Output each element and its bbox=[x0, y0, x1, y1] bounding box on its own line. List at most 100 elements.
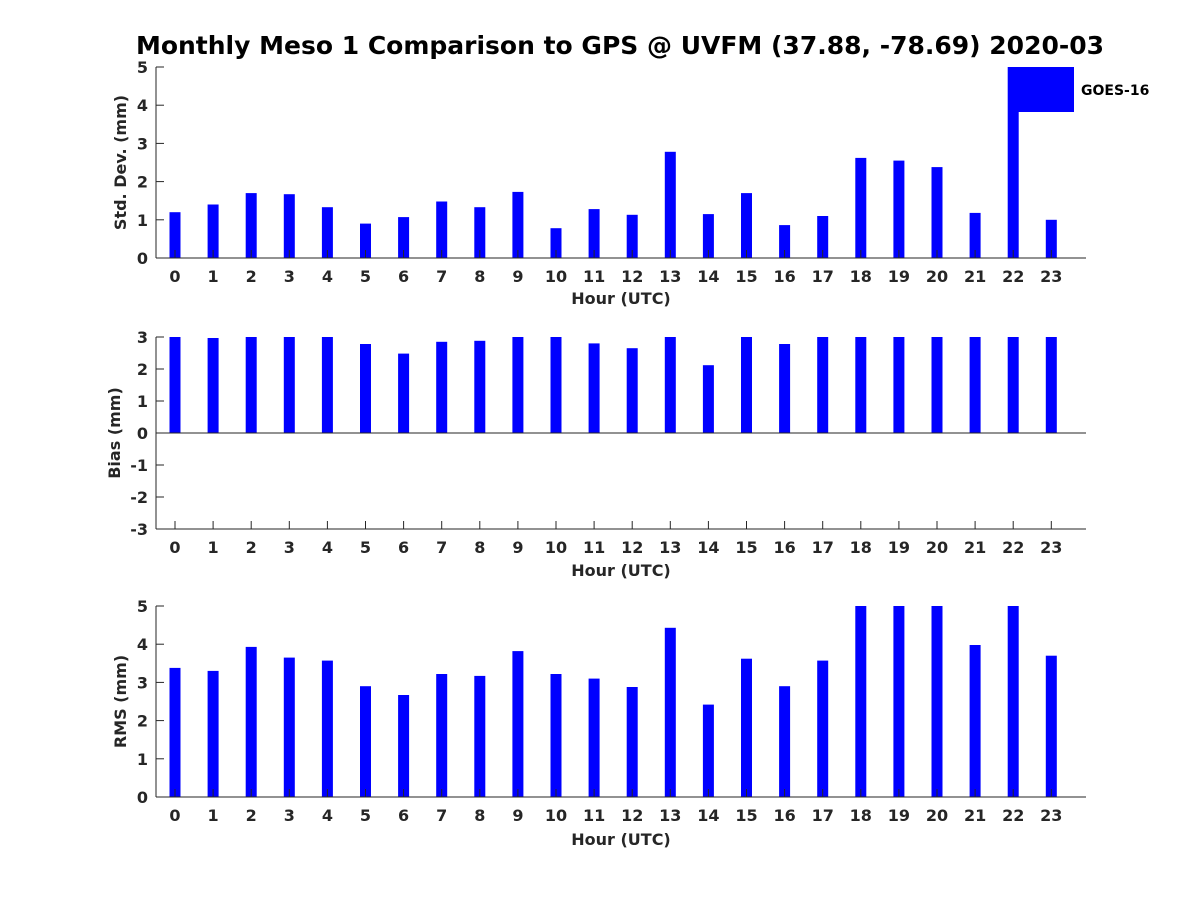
x-tick-label: 23 bbox=[1040, 267, 1062, 286]
y-axis-label: Std. Dev. (mm) bbox=[111, 95, 130, 230]
bar-std-dev-hour-8 bbox=[474, 207, 486, 258]
x-tick-label: 16 bbox=[773, 538, 795, 557]
x-tick-label: 6 bbox=[398, 538, 409, 557]
x-tick-label: 14 bbox=[697, 267, 719, 286]
bar-std-dev-hour-9 bbox=[512, 191, 524, 258]
bar-rms-hour-17 bbox=[817, 660, 829, 797]
x-tick-label: 18 bbox=[850, 538, 872, 557]
x-tick-label: 16 bbox=[773, 267, 795, 286]
x-tick-label: 9 bbox=[512, 806, 523, 825]
bar-bias-hour-9 bbox=[512, 337, 524, 433]
x-tick-label: 14 bbox=[697, 538, 719, 557]
bar-bias-hour-23 bbox=[1045, 337, 1057, 433]
y-tick-label: 3 bbox=[137, 328, 148, 347]
x-tick-label: 17 bbox=[812, 806, 834, 825]
y-axis-label: Bias (mm) bbox=[105, 387, 124, 479]
x-tick-label: 9 bbox=[512, 267, 523, 286]
x-tick-label: 13 bbox=[659, 267, 681, 286]
x-tick-label: 0 bbox=[169, 267, 180, 286]
bar-bias-hour-11 bbox=[588, 343, 600, 433]
bar-std-dev-hour-0 bbox=[169, 212, 181, 258]
x-tick-label: 23 bbox=[1040, 538, 1062, 557]
x-tick-label: 21 bbox=[964, 267, 986, 286]
x-tick-label: 8 bbox=[474, 267, 485, 286]
x-tick-label: 8 bbox=[474, 806, 485, 825]
bar-std-dev-hour-6 bbox=[398, 217, 410, 258]
x-tick-label: 20 bbox=[926, 538, 948, 557]
chart-title: Monthly Meso 1 Comparison to GPS @ UVFM … bbox=[136, 31, 1104, 60]
x-axis-label: Hour (UTC) bbox=[571, 289, 671, 308]
x-tick-label: 3 bbox=[284, 806, 295, 825]
bar-rms-hour-23 bbox=[1045, 655, 1057, 797]
x-tick-label: 4 bbox=[322, 538, 333, 557]
x-tick-label: 17 bbox=[812, 267, 834, 286]
x-tick-label: 12 bbox=[621, 806, 643, 825]
bar-rms-hour-8 bbox=[474, 675, 486, 797]
bar-rms-hour-15 bbox=[741, 658, 752, 797]
y-tick-label: 5 bbox=[137, 597, 148, 616]
legend-label: GOES-16 bbox=[1081, 83, 1149, 99]
bar-bias-hour-12 bbox=[626, 348, 638, 433]
y-tick-label: 5 bbox=[137, 58, 148, 77]
x-tick-label: 23 bbox=[1040, 806, 1062, 825]
x-tick-label: 7 bbox=[436, 538, 447, 557]
y-tick-label: 2 bbox=[137, 173, 148, 192]
bar-std-dev-hour-5 bbox=[360, 223, 371, 258]
bar-bias-hour-16 bbox=[779, 344, 791, 433]
x-tick-label: 14 bbox=[697, 806, 719, 825]
bar-bias-hour-13 bbox=[664, 337, 676, 433]
bar-std-dev-hour-22 bbox=[1007, 67, 1019, 258]
y-tick-label: 4 bbox=[137, 635, 148, 654]
y-tick-label: -3 bbox=[130, 520, 148, 539]
bar-rms-hour-22 bbox=[1007, 606, 1019, 797]
x-tick-label: 9 bbox=[512, 538, 523, 557]
x-tick-label: 2 bbox=[246, 806, 257, 825]
legend: GOES-16 bbox=[1009, 67, 1149, 112]
bar-rms-hour-21 bbox=[969, 645, 981, 797]
bar-std-dev-hour-11 bbox=[588, 209, 600, 258]
x-tick-label: 12 bbox=[621, 538, 643, 557]
bar-std-dev-hour-20 bbox=[931, 167, 943, 258]
x-tick-label: 7 bbox=[436, 267, 447, 286]
x-tick-label: 18 bbox=[850, 267, 872, 286]
bar-rms-hour-3 bbox=[283, 657, 295, 797]
bar-bias-hour-18 bbox=[855, 337, 867, 433]
bar-rms-hour-19 bbox=[893, 606, 905, 797]
bar-rms-hour-11 bbox=[588, 678, 600, 797]
y-tick-label: 1 bbox=[137, 750, 148, 769]
bar-std-dev-hour-12 bbox=[626, 214, 638, 258]
x-tick-label: 2 bbox=[246, 267, 257, 286]
x-tick-label: 18 bbox=[850, 806, 872, 825]
bar-bias-hour-1 bbox=[207, 338, 219, 433]
bar-rms-hour-7 bbox=[436, 674, 448, 797]
y-tick-label: 4 bbox=[137, 96, 148, 115]
x-tick-label: 20 bbox=[926, 806, 948, 825]
bar-bias-hour-14 bbox=[702, 365, 714, 433]
x-tick-label: 2 bbox=[246, 538, 257, 557]
bar-bias-hour-7 bbox=[436, 341, 448, 433]
x-tick-label: 6 bbox=[398, 806, 409, 825]
bar-std-dev-hour-7 bbox=[436, 201, 448, 258]
bar-std-dev-hour-16 bbox=[779, 225, 791, 258]
x-axis-label: Hour (UTC) bbox=[571, 561, 671, 580]
y-tick-label: 3 bbox=[137, 134, 148, 153]
x-tick-label: 5 bbox=[360, 267, 371, 286]
y-tick-label: 1 bbox=[137, 211, 148, 230]
x-tick-label: 10 bbox=[545, 806, 567, 825]
bar-rms-hour-5 bbox=[360, 686, 371, 797]
bar-bias-hour-2 bbox=[245, 337, 257, 433]
x-tick-label: 22 bbox=[1002, 267, 1024, 286]
bar-std-dev-hour-2 bbox=[245, 193, 257, 258]
x-tick-label: 11 bbox=[583, 267, 605, 286]
bar-rms-hour-9 bbox=[512, 651, 524, 797]
x-tick-label: 0 bbox=[169, 806, 180, 825]
x-tick-label: 5 bbox=[360, 806, 371, 825]
bar-std-dev-hour-17 bbox=[817, 216, 829, 258]
x-tick-label: 22 bbox=[1002, 538, 1024, 557]
x-tick-label: 15 bbox=[735, 538, 757, 557]
bar-bias-hour-20 bbox=[931, 337, 943, 433]
